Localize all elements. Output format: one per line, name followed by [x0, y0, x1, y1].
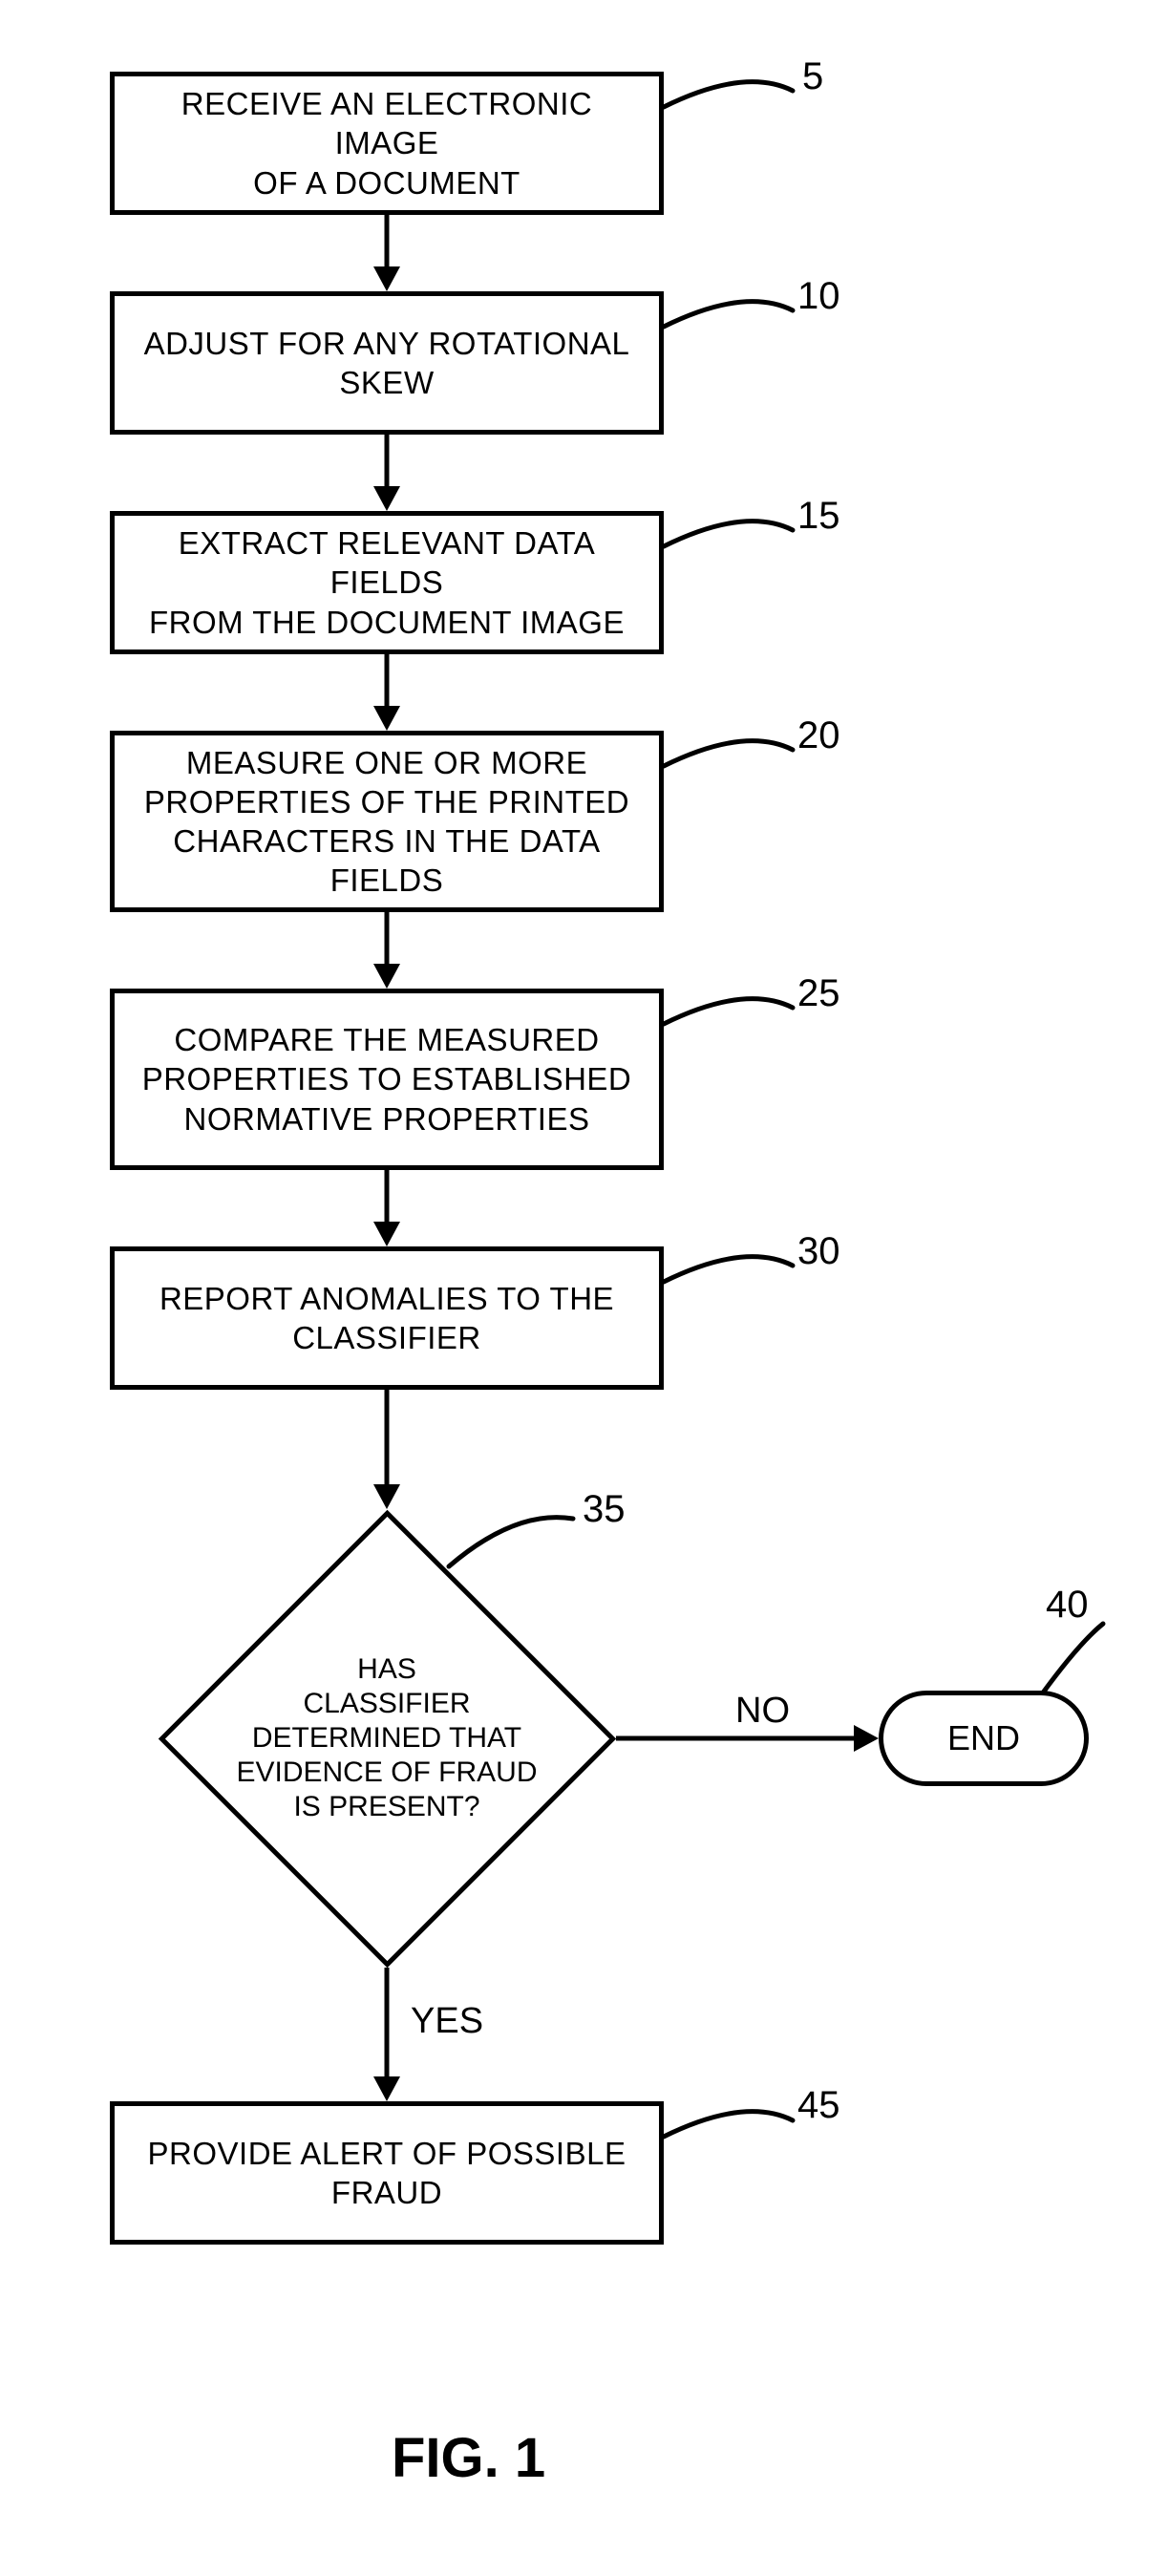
- process-box-text-20: MEASURE ONE OR MOREPROPERTIES OF THE PRI…: [134, 743, 640, 901]
- process-box-5: RECEIVE AN ELECTRONIC IMAGEOF A DOCUMENT: [110, 72, 664, 215]
- process-box-30: REPORT ANOMALIES TO THECLASSIFIER: [110, 1246, 664, 1390]
- process-box-15: EXTRACT RELEVANT DATA FIELDSFROM THE DOC…: [110, 511, 664, 654]
- ref-label-45: 45: [797, 2084, 840, 2127]
- terminator-text: END: [947, 1718, 1020, 1758]
- edge-label-yes: YES: [411, 2001, 483, 2042]
- ref-label-40: 40: [1046, 1584, 1089, 1627]
- figure-title: FIG. 1: [392, 2426, 545, 2490]
- process-box-25: COMPARE THE MEASUREDPROPERTIES TO ESTABL…: [110, 989, 664, 1170]
- terminator-end: END: [879, 1691, 1089, 1786]
- decision-diamond-35: [158, 1509, 615, 1967]
- process-box-45: PROVIDE ALERT OF POSSIBLEFRAUD: [110, 2101, 664, 2245]
- ref-label-25: 25: [797, 972, 840, 1015]
- process-box-text-5: RECEIVE AN ELECTRONIC IMAGEOF A DOCUMENT: [134, 84, 640, 202]
- process-box-text-30: REPORT ANOMALIES TO THECLASSIFIER: [159, 1279, 614, 1358]
- ref-label-30: 30: [797, 1230, 840, 1273]
- process-box-20: MEASURE ONE OR MOREPROPERTIES OF THE PRI…: [110, 731, 664, 912]
- ref-label-15: 15: [797, 495, 840, 538]
- process-box-text-10: ADJUST FOR ANY ROTATIONALSKEW: [144, 324, 630, 403]
- process-box-text-15: EXTRACT RELEVANT DATA FIELDSFROM THE DOC…: [134, 523, 640, 642]
- ref-label-20: 20: [797, 714, 840, 757]
- edge-label-no: NO: [735, 1691, 790, 1732]
- ref-label-10: 10: [797, 275, 840, 318]
- process-box-10: ADJUST FOR ANY ROTATIONALSKEW: [110, 291, 664, 435]
- ref-label-35: 35: [583, 1488, 626, 1531]
- process-box-text-45: PROVIDE ALERT OF POSSIBLEFRAUD: [148, 2134, 626, 2213]
- flowchart-canvas: FIG. 1 RECEIVE AN ELECTRONIC IMAGEOF A D…: [0, 0, 1168, 2576]
- process-box-text-25: COMPARE THE MEASUREDPROPERTIES TO ESTABL…: [142, 1020, 632, 1139]
- ref-label-5: 5: [802, 55, 823, 98]
